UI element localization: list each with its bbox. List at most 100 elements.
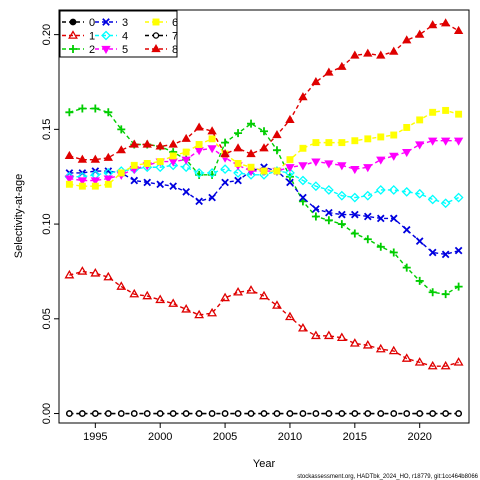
point-8 xyxy=(77,154,88,163)
plot-frame xyxy=(58,9,470,424)
point-2 xyxy=(311,212,320,221)
point-2 xyxy=(337,220,346,229)
point-1 xyxy=(194,309,205,319)
legend-item: 3 xyxy=(95,17,128,29)
point-8 xyxy=(103,152,113,161)
point-1 xyxy=(103,271,114,281)
point-5 xyxy=(337,162,347,171)
point-6 xyxy=(390,131,398,139)
point-8 xyxy=(246,148,256,158)
point-7 xyxy=(260,410,268,417)
point-3 xyxy=(428,248,437,257)
point-3 xyxy=(143,178,152,187)
series-2 xyxy=(65,104,463,299)
point-8 xyxy=(90,154,100,163)
point-6 xyxy=(169,152,177,160)
point-7 xyxy=(156,410,164,417)
series-1 xyxy=(64,266,464,370)
point-7 xyxy=(182,410,190,417)
point-2 xyxy=(428,288,437,297)
point-4 xyxy=(220,164,230,175)
legend-item: 1 xyxy=(62,30,95,43)
point-3 xyxy=(441,250,450,259)
point-1 xyxy=(64,269,75,279)
point-1 xyxy=(336,332,347,341)
x-tick-label: 2015 xyxy=(343,431,367,443)
point-4 xyxy=(285,168,295,178)
series-8 xyxy=(64,18,464,163)
y-axis-label: Selectivity-at-age xyxy=(13,174,25,258)
point-4 xyxy=(168,160,179,171)
legend-item: 2 xyxy=(62,44,95,56)
point-2 xyxy=(441,290,450,299)
y-tick-label: 0.15 xyxy=(41,119,53,140)
point-6 xyxy=(65,180,73,188)
point-7 xyxy=(195,410,203,417)
x-tick-label: 2010 xyxy=(278,431,302,443)
point-1 xyxy=(272,300,282,309)
point-4 xyxy=(233,168,243,178)
x-tick-label: 2000 xyxy=(148,431,172,443)
point-6 xyxy=(403,124,411,131)
point-1 xyxy=(207,307,218,317)
point-8 xyxy=(337,61,347,70)
point-2 xyxy=(350,229,359,238)
point-7 xyxy=(131,410,138,417)
point-6 xyxy=(195,141,203,148)
point-7 xyxy=(208,410,216,417)
point-4 xyxy=(440,198,451,209)
legend-swatch-marker xyxy=(152,32,160,39)
point-7 xyxy=(273,410,281,417)
y-tick-label: 0.05 xyxy=(41,308,53,329)
point-8 xyxy=(233,143,243,152)
point-6 xyxy=(416,116,424,124)
point-2 xyxy=(260,127,268,136)
legend-swatch-marker xyxy=(69,18,77,26)
point-8 xyxy=(220,148,230,158)
point-3 xyxy=(221,178,229,187)
point-8 xyxy=(363,48,373,57)
point-1 xyxy=(233,286,243,296)
point-3 xyxy=(130,176,139,185)
point-5 xyxy=(389,152,399,161)
point-4 xyxy=(155,162,166,173)
point-3 xyxy=(325,208,333,217)
point-1 xyxy=(453,357,464,366)
point-1 xyxy=(168,298,179,307)
point-2 xyxy=(376,242,385,251)
point-2 xyxy=(324,216,333,225)
point-6 xyxy=(286,156,294,164)
point-7 xyxy=(312,410,320,417)
legend-swatch-marker xyxy=(101,45,111,55)
point-2 xyxy=(363,235,372,244)
point-8 xyxy=(402,35,412,44)
point-3 xyxy=(350,210,359,219)
point-8 xyxy=(64,150,75,159)
point-1 xyxy=(414,357,425,366)
point-1 xyxy=(375,343,386,353)
point-4 xyxy=(194,168,205,178)
point-7 xyxy=(403,410,410,417)
point-3 xyxy=(415,237,424,245)
point-2 xyxy=(91,104,100,113)
point-3 xyxy=(208,193,216,202)
point-1 xyxy=(129,288,140,298)
point-1 xyxy=(388,345,399,355)
point-7 xyxy=(338,410,346,417)
point-1 xyxy=(440,360,451,370)
series-line-1 xyxy=(69,270,459,367)
point-8 xyxy=(116,145,126,154)
point-4 xyxy=(362,190,373,201)
point-3 xyxy=(338,210,346,219)
point-4 xyxy=(427,194,438,205)
caption: stockassessment.org, HADTbk_2024_HO, r18… xyxy=(297,474,478,480)
point-8 xyxy=(285,114,295,123)
point-5 xyxy=(181,156,191,165)
legend-label: 6 xyxy=(172,17,178,29)
legend-label: 7 xyxy=(172,31,178,43)
point-1 xyxy=(297,322,308,332)
point-7 xyxy=(455,410,462,417)
point-7 xyxy=(416,410,423,417)
point-3 xyxy=(376,214,385,223)
point-5 xyxy=(194,147,204,156)
